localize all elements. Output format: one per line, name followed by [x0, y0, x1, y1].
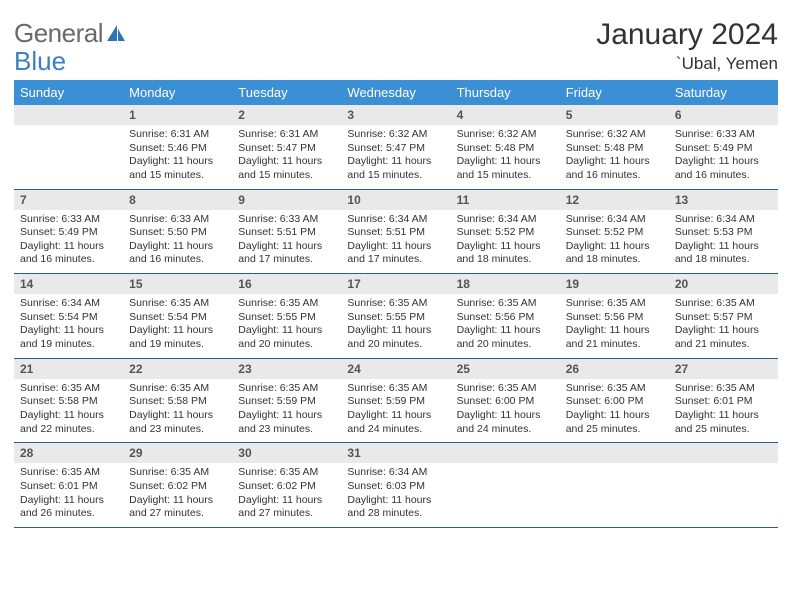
- col-wednesday: Wednesday: [341, 80, 450, 105]
- day-data-row: Sunrise: 6:33 AMSunset: 5:49 PMDaylight:…: [14, 210, 778, 274]
- day-cell: Sunrise: 6:33 AMSunset: 5:50 PMDaylight:…: [123, 210, 232, 274]
- day-number-row: 14151617181920: [14, 274, 778, 295]
- day-number: 10: [341, 189, 450, 210]
- day-number: 30: [232, 443, 341, 464]
- day-number: 26: [560, 358, 669, 379]
- day-cell: Sunrise: 6:34 AMSunset: 5:53 PMDaylight:…: [669, 210, 778, 274]
- day-cell: Sunrise: 6:33 AMSunset: 5:49 PMDaylight:…: [14, 210, 123, 274]
- col-thursday: Thursday: [451, 80, 560, 105]
- day-data-row: Sunrise: 6:34 AMSunset: 5:54 PMDaylight:…: [14, 294, 778, 358]
- day-number-row: 78910111213: [14, 189, 778, 210]
- day-number: 5: [560, 105, 669, 125]
- day-number: 15: [123, 274, 232, 295]
- day-cell: [560, 463, 669, 527]
- day-number: [14, 105, 123, 125]
- col-saturday: Saturday: [669, 80, 778, 105]
- day-number: 11: [451, 189, 560, 210]
- day-number: 8: [123, 189, 232, 210]
- day-number: 23: [232, 358, 341, 379]
- day-cell: [14, 125, 123, 189]
- day-number: 19: [560, 274, 669, 295]
- day-number: 3: [341, 105, 450, 125]
- location: `Ubal, Yemen: [596, 54, 778, 74]
- col-monday: Monday: [123, 80, 232, 105]
- day-cell: Sunrise: 6:31 AMSunset: 5:47 PMDaylight:…: [232, 125, 341, 189]
- logo: General: [14, 18, 127, 49]
- day-number: 6: [669, 105, 778, 125]
- calendar-table: Sunday Monday Tuesday Wednesday Thursday…: [14, 80, 778, 528]
- col-friday: Friday: [560, 80, 669, 105]
- day-cell: Sunrise: 6:35 AMSunset: 6:02 PMDaylight:…: [232, 463, 341, 527]
- day-number: 1: [123, 105, 232, 125]
- day-cell: Sunrise: 6:33 AMSunset: 5:51 PMDaylight:…: [232, 210, 341, 274]
- logo-sail-icon: [105, 23, 127, 43]
- day-cell: Sunrise: 6:35 AMSunset: 5:56 PMDaylight:…: [560, 294, 669, 358]
- title-block: January 2024 `Ubal, Yemen: [596, 18, 778, 74]
- day-number-row: 28293031: [14, 443, 778, 464]
- day-header-row: Sunday Monday Tuesday Wednesday Thursday…: [14, 80, 778, 105]
- day-number: 12: [560, 189, 669, 210]
- day-cell: Sunrise: 6:35 AMSunset: 5:58 PMDaylight:…: [123, 379, 232, 443]
- day-number: 18: [451, 274, 560, 295]
- day-number: 27: [669, 358, 778, 379]
- col-sunday: Sunday: [14, 80, 123, 105]
- day-cell: Sunrise: 6:34 AMSunset: 6:03 PMDaylight:…: [341, 463, 450, 527]
- day-number: 7: [14, 189, 123, 210]
- day-cell: Sunrise: 6:35 AMSunset: 5:55 PMDaylight:…: [232, 294, 341, 358]
- day-number: 13: [669, 189, 778, 210]
- day-number-row: 21222324252627: [14, 358, 778, 379]
- day-cell: Sunrise: 6:34 AMSunset: 5:52 PMDaylight:…: [451, 210, 560, 274]
- day-cell: Sunrise: 6:32 AMSunset: 5:48 PMDaylight:…: [560, 125, 669, 189]
- day-cell: Sunrise: 6:35 AMSunset: 6:02 PMDaylight:…: [123, 463, 232, 527]
- day-number: 16: [232, 274, 341, 295]
- day-number: 21: [14, 358, 123, 379]
- day-number-row: 123456: [14, 105, 778, 125]
- day-number: [560, 443, 669, 464]
- day-cell: Sunrise: 6:34 AMSunset: 5:51 PMDaylight:…: [341, 210, 450, 274]
- day-cell: Sunrise: 6:35 AMSunset: 5:55 PMDaylight:…: [341, 294, 450, 358]
- day-number: 31: [341, 443, 450, 464]
- day-cell: Sunrise: 6:32 AMSunset: 5:48 PMDaylight:…: [451, 125, 560, 189]
- day-cell: Sunrise: 6:35 AMSunset: 5:59 PMDaylight:…: [232, 379, 341, 443]
- logo-word-1: General: [14, 18, 103, 49]
- month-title: January 2024: [596, 18, 778, 52]
- day-cell: Sunrise: 6:35 AMSunset: 5:54 PMDaylight:…: [123, 294, 232, 358]
- day-cell: Sunrise: 6:35 AMSunset: 5:59 PMDaylight:…: [341, 379, 450, 443]
- day-number: [669, 443, 778, 464]
- day-cell: Sunrise: 6:35 AMSunset: 6:00 PMDaylight:…: [451, 379, 560, 443]
- day-number: 29: [123, 443, 232, 464]
- day-number: 22: [123, 358, 232, 379]
- day-number: 4: [451, 105, 560, 125]
- day-cell: Sunrise: 6:32 AMSunset: 5:47 PMDaylight:…: [341, 125, 450, 189]
- day-number: 25: [451, 358, 560, 379]
- day-cell: Sunrise: 6:34 AMSunset: 5:54 PMDaylight:…: [14, 294, 123, 358]
- day-number: 24: [341, 358, 450, 379]
- day-cell: Sunrise: 6:33 AMSunset: 5:49 PMDaylight:…: [669, 125, 778, 189]
- col-tuesday: Tuesday: [232, 80, 341, 105]
- day-cell: Sunrise: 6:35 AMSunset: 5:56 PMDaylight:…: [451, 294, 560, 358]
- day-cell: Sunrise: 6:35 AMSunset: 5:58 PMDaylight:…: [14, 379, 123, 443]
- day-cell: Sunrise: 6:34 AMSunset: 5:52 PMDaylight:…: [560, 210, 669, 274]
- logo-word-2: Blue: [14, 46, 66, 77]
- day-number: 14: [14, 274, 123, 295]
- day-number: 28: [14, 443, 123, 464]
- day-data-row: Sunrise: 6:35 AMSunset: 5:58 PMDaylight:…: [14, 379, 778, 443]
- day-number: [451, 443, 560, 464]
- day-cell: Sunrise: 6:35 AMSunset: 6:01 PMDaylight:…: [14, 463, 123, 527]
- day-cell: Sunrise: 6:35 AMSunset: 6:01 PMDaylight:…: [669, 379, 778, 443]
- day-number: 20: [669, 274, 778, 295]
- day-cell: [451, 463, 560, 527]
- header: General January 2024 `Ubal, Yemen: [14, 18, 778, 74]
- day-number: 17: [341, 274, 450, 295]
- day-cell: [669, 463, 778, 527]
- day-cell: Sunrise: 6:31 AMSunset: 5:46 PMDaylight:…: [123, 125, 232, 189]
- day-cell: Sunrise: 6:35 AMSunset: 5:57 PMDaylight:…: [669, 294, 778, 358]
- day-cell: Sunrise: 6:35 AMSunset: 6:00 PMDaylight:…: [560, 379, 669, 443]
- day-number: 2: [232, 105, 341, 125]
- day-data-row: Sunrise: 6:31 AMSunset: 5:46 PMDaylight:…: [14, 125, 778, 189]
- day-number: 9: [232, 189, 341, 210]
- day-data-row: Sunrise: 6:35 AMSunset: 6:01 PMDaylight:…: [14, 463, 778, 527]
